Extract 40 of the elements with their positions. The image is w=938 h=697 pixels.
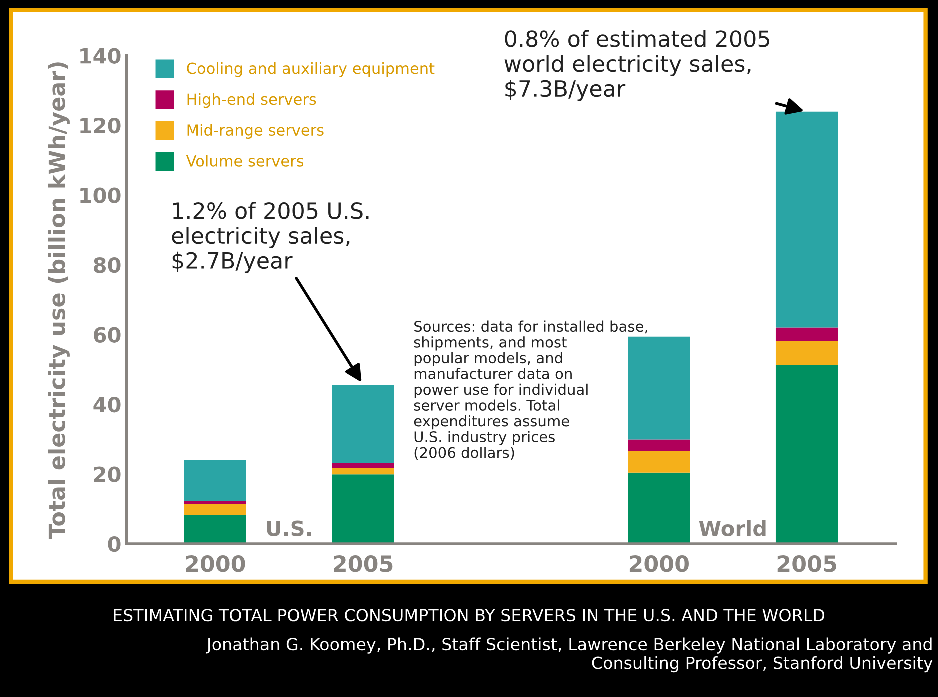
x-tick-label: 2000 xyxy=(186,556,246,572)
annotation: 1.2% of 2005 U.S. electricity sales, $2.7B/year xyxy=(172,202,369,274)
bar xyxy=(776,341,838,366)
bar xyxy=(628,451,690,473)
bar xyxy=(776,112,838,328)
annotation: U.S. xyxy=(267,520,312,536)
y-tick-label: 140 xyxy=(80,48,121,64)
legend-label: Cooling and auxiliary equipment xyxy=(187,62,435,78)
text: ESTIMATING TOTAL POWER CONSUMPTION BY SERVERS IN THE U.S. AND THE WORLD xyxy=(114,609,825,622)
bar xyxy=(184,515,246,544)
y-tick-label: 120 xyxy=(80,118,121,134)
legend-label: High-end servers xyxy=(188,93,316,108)
bar xyxy=(184,460,246,502)
legend-label: Mid-range servers xyxy=(188,124,324,140)
bar xyxy=(184,501,246,504)
annotation: World xyxy=(699,520,766,536)
text: Sources: data for installed base, shipments, and most popular models, and manufacturer data on power use for individual server models. Total expenditures assume U.S. industry prices (2006 dollars) xyxy=(414,320,648,460)
x-tick-label: 2005 xyxy=(334,556,393,572)
y-tick-label: 100 xyxy=(80,188,121,204)
bar xyxy=(628,336,690,440)
bar xyxy=(332,384,394,464)
y-tick-label: 0 xyxy=(108,536,121,552)
x-tick-label: 2000 xyxy=(630,556,689,572)
y-tick-label: 80 xyxy=(94,257,121,274)
bar xyxy=(332,463,394,468)
annotation: 0.8% of estimated 2005 world electricity sales, $7.3B/year xyxy=(504,30,770,102)
x-tick-label: 2005 xyxy=(778,556,836,572)
y-tick-label: 60 xyxy=(94,327,121,343)
y-tick-label: 20 xyxy=(94,466,121,482)
bar xyxy=(628,472,690,544)
y-tick-label: 40 xyxy=(94,396,121,413)
bar xyxy=(776,365,838,544)
text: Jonathan G. Koomey, Ph.D., Staff Scientist, Lawrence Berkeley National Laboratory and Consulting Professor, Stanford University xyxy=(206,638,933,673)
bar xyxy=(776,328,838,342)
bar xyxy=(628,440,690,452)
bar xyxy=(332,474,394,544)
bar xyxy=(332,468,394,475)
legend-label: Volume servers xyxy=(186,155,304,167)
bar xyxy=(184,504,246,516)
y-axis-title: Total electricity use (billion kWh/year) xyxy=(48,62,70,539)
